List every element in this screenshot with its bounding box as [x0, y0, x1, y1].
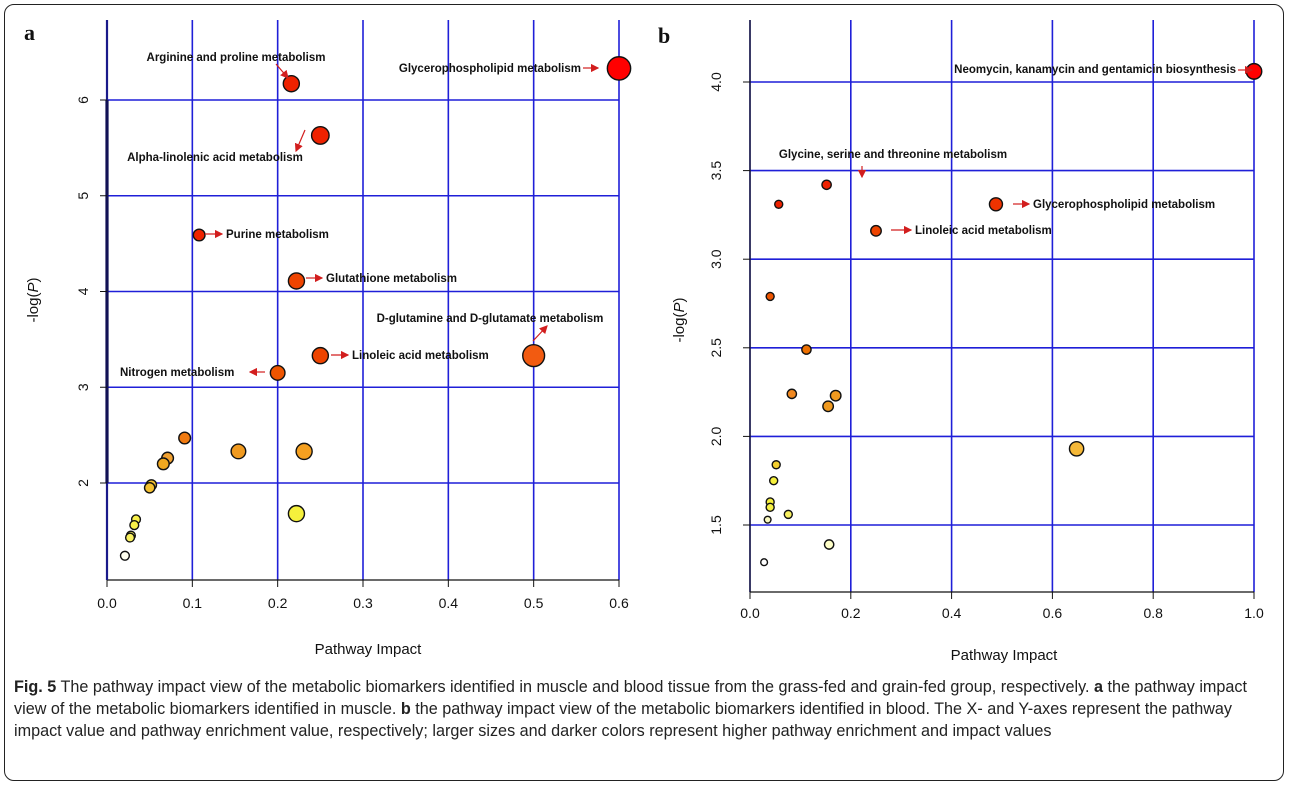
data-point — [1068, 440, 1085, 457]
x-tick-label: 0.0 — [97, 595, 117, 611]
x-tick-label: 0.8 — [1143, 605, 1163, 621]
data-label: Arginine and proline metabolism — [147, 52, 326, 64]
caption-panel-a: a — [1094, 678, 1104, 696]
x-axis-title: Pathway Impact — [951, 647, 1059, 664]
data-point — [178, 431, 192, 445]
y-tick-label: 3.5 — [708, 161, 724, 181]
caption-panel-b: b — [400, 700, 411, 718]
x-tick-label: 0.1 — [183, 595, 203, 611]
data-point — [821, 179, 832, 191]
chart-panel-a: 0.0 0.1 0.2 0.3 0.4 0.5 0.6 2 3 4 5 6 Pathway Impact… — [25, 20, 632, 658]
caption-text-1: The pathway impact view of the metabolic… — [56, 678, 1095, 696]
data-point — [606, 56, 632, 81]
data-point — [774, 199, 784, 209]
x-tick-label: 0.4 — [439, 595, 459, 611]
data-label: Purine metabolism — [226, 229, 329, 241]
data-point — [287, 272, 306, 290]
panel-letter-b: b — [658, 23, 670, 48]
x-tick-label: 0.0 — [740, 605, 760, 621]
x-tick-label: 0.5 — [524, 595, 544, 611]
data-point — [119, 550, 131, 561]
data-label: Glutathione metabolism — [326, 273, 457, 285]
data-point — [801, 344, 812, 355]
x-tick-label: 0.2 — [841, 605, 861, 621]
y-tick-label: 5 — [75, 192, 91, 200]
data-point — [760, 558, 769, 567]
data-label: Neomycin, kanamycin and gentamicin biosy… — [954, 64, 1236, 76]
caption-text-2: the pathway impact view of the metabolic… — [14, 678, 1247, 718]
data-point — [311, 346, 330, 365]
x-tick-label: 0.3 — [353, 595, 373, 611]
x-tick-label: 0.4 — [942, 605, 962, 621]
y-tick-label: 4.0 — [708, 72, 724, 92]
x-tick-label: 0.6 — [1043, 605, 1063, 621]
data-point — [310, 125, 330, 145]
data-point — [870, 224, 882, 237]
data-point — [1245, 62, 1263, 80]
panel-letter-a: a — [24, 20, 35, 45]
x-tick-label: 0.6 — [609, 595, 629, 611]
data-point — [768, 476, 779, 486]
y-tick-label: 1.5 — [708, 515, 724, 535]
chart-panel-b: 0.0 0.2 0.4 0.6 0.8 1.0 1.5 2.0 2.5 3.0 3.5 4.0 Path… — [671, 20, 1264, 664]
data-point — [783, 509, 794, 520]
y-tick-label: 2.0 — [708, 426, 724, 446]
data-point — [522, 344, 546, 368]
data-point — [829, 389, 842, 402]
y-tick-label: 2.5 — [708, 338, 724, 358]
data-point — [230, 443, 247, 460]
data-label: Glycine, serine and threonine metabolism — [779, 149, 1007, 161]
y-tick-label: 3.0 — [708, 249, 724, 269]
label-arrow — [275, 63, 289, 79]
y-tick-label: 6 — [75, 96, 91, 104]
data-point — [988, 197, 1004, 212]
label-arrow — [294, 129, 306, 153]
data-point — [822, 400, 835, 413]
figure-caption: Fig. 5 The pathway impact view of the me… — [14, 676, 1276, 742]
x-tick-label: 0.2 — [268, 595, 288, 611]
data-point — [192, 228, 206, 242]
figure-frame — [4, 4, 1284, 781]
data-point — [124, 532, 136, 543]
data-point — [129, 520, 140, 531]
data-label: Glycerophospholipid metabolism — [399, 63, 581, 75]
y-axis-title: -log(P) — [671, 297, 688, 342]
caption-fig-label: Fig. 5 — [14, 678, 57, 696]
data-point — [771, 460, 781, 470]
data-point — [156, 457, 170, 471]
data-point — [823, 539, 835, 550]
y-tick-label: 4 — [75, 287, 91, 295]
caption-text-3: the pathway impact view of the metabolic… — [14, 700, 1232, 740]
data-point — [295, 442, 313, 461]
data-label: Glycerophospholipid metabolism — [1033, 199, 1215, 211]
data-label: Linoleic acid metabolism — [352, 350, 489, 362]
figure-canvas: a b 0.0 0.1 0.2 0.3 0.4 0.5 0.6 2 3 4 5 6 Pathway Im… — [24, 20, 1264, 664]
data-point — [765, 502, 775, 512]
data-point — [765, 291, 775, 302]
data-label: Nitrogen metabolism — [120, 367, 234, 379]
y-tick-label: 2 — [75, 479, 91, 487]
data-label: Alpha-linolenic acid metabolism — [127, 152, 303, 164]
label-arrow — [532, 325, 548, 342]
data-point — [287, 504, 306, 523]
data-point — [282, 74, 301, 93]
x-axis-title: Pathway Impact — [315, 641, 423, 658]
data-label: Linoleic acid metabolism — [915, 225, 1052, 237]
data-point — [269, 364, 286, 381]
data-point — [143, 481, 156, 494]
x-tick-label: 1.0 — [1244, 605, 1264, 621]
data-point — [763, 515, 772, 524]
data-label: D-glutamine and D-glutamate metabolism — [377, 313, 604, 325]
y-axis-title: -log(P) — [25, 277, 42, 322]
y-tick-label: 3 — [75, 383, 91, 391]
data-point — [786, 388, 798, 400]
